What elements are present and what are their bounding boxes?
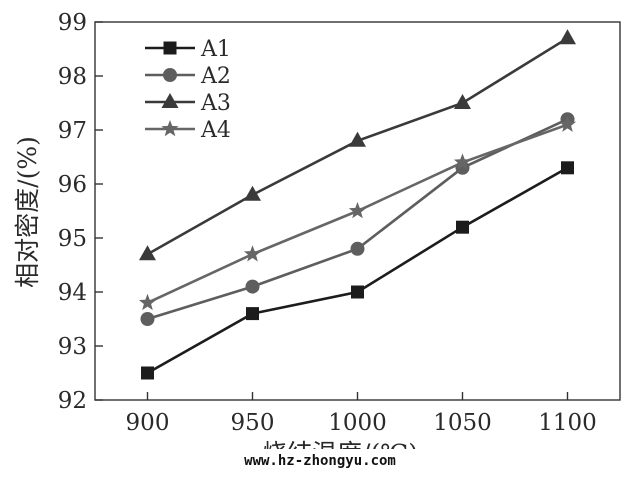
data-point-a4: [453, 153, 472, 170]
y-tick-label: 97: [58, 118, 87, 144]
x-tick-label: 950: [231, 410, 275, 436]
x-tick-label: 900: [126, 410, 170, 436]
x-tick-label: 1000: [328, 410, 387, 436]
x-tick-label: 1050: [433, 410, 492, 436]
data-point-a1: [246, 307, 259, 321]
legend-label: A3: [200, 91, 231, 116]
data-point-a4: [138, 293, 157, 311]
data-point-a1: [141, 366, 154, 380]
data-point-a4: [348, 202, 367, 219]
series-line-a1: [146, 166, 569, 375]
data-point-a1: [456, 220, 469, 234]
y-axis-title: 相对密度/(%): [13, 136, 42, 288]
legend-marker: [163, 68, 177, 82]
data-point-a4: [243, 245, 262, 262]
legend-item-a1: A1: [145, 37, 231, 62]
series-a3: [139, 29, 576, 261]
legend-item-a2: A2: [145, 64, 231, 89]
y-tick-label: 93: [58, 334, 87, 360]
legend-label: A4: [200, 118, 231, 143]
data-point-a3: [454, 94, 471, 109]
y-tick-label: 94: [58, 280, 87, 306]
data-point-a2: [350, 241, 365, 256]
series-a4: [138, 115, 577, 311]
legend-marker: [163, 41, 177, 55]
legend-item-a3: A3: [145, 91, 231, 116]
data-point-a3: [559, 29, 576, 45]
series-a1: [141, 161, 574, 380]
data-point-a1: [351, 285, 364, 299]
legend-item-a4: A4: [145, 118, 231, 143]
y-tick-label: 92: [58, 388, 87, 414]
data-point-a4: [558, 115, 577, 132]
legend-label: A2: [200, 64, 231, 89]
watermark-background: [222, 449, 418, 471]
data-point-a3: [139, 245, 156, 261]
watermark-text: www.hz-zhongyu.com: [244, 453, 396, 469]
legend-marker: [161, 93, 179, 108]
y-tick-label: 98: [58, 64, 87, 90]
axis-ticks: 900 950 1000 1050 1100 92 93 94 95 96 97 98 99: [58, 10, 597, 436]
data-point-a2: [245, 279, 260, 294]
series-layer: [138, 29, 577, 380]
data-point-a1: [561, 161, 574, 175]
y-tick-label: 96: [58, 172, 87, 198]
data-point-a2: [140, 312, 155, 326]
series-a2: [140, 112, 575, 326]
legend-label: A1: [200, 37, 231, 62]
y-tick-label: 99: [58, 10, 87, 36]
data-point-a3: [349, 131, 366, 147]
x-tick-label: 1100: [538, 410, 597, 436]
legend-marker: [161, 120, 179, 137]
data-point-a3: [244, 185, 261, 201]
y-tick-label: 95: [58, 226, 87, 252]
